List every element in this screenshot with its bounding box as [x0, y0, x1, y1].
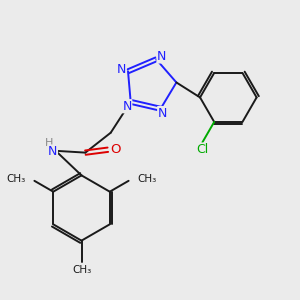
Text: N: N	[157, 50, 166, 63]
Text: H: H	[45, 138, 53, 148]
Text: Cl: Cl	[196, 143, 208, 156]
Text: CH₃: CH₃	[137, 174, 157, 184]
Text: CH₃: CH₃	[72, 266, 91, 275]
Text: N: N	[48, 145, 57, 158]
Text: N: N	[117, 63, 126, 76]
Text: CH₃: CH₃	[7, 174, 26, 184]
Text: O: O	[111, 143, 121, 156]
Text: N: N	[122, 100, 132, 113]
Text: N: N	[158, 106, 167, 120]
